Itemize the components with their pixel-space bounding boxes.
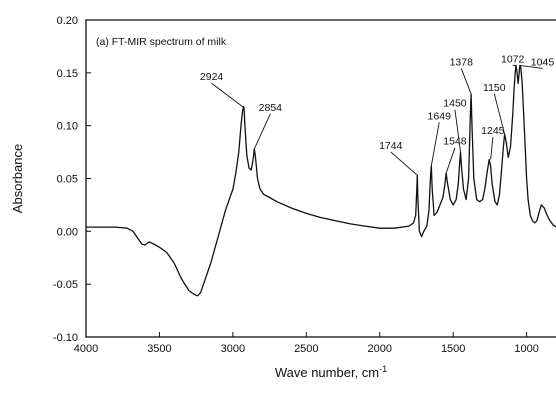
y-tick-label: 0.20 <box>57 15 78 27</box>
peak-label: 1245 <box>481 125 505 137</box>
chart-title: (a) FT-MIR spectrum of milk <box>96 36 227 48</box>
y-tick-label: 0.15 <box>57 68 78 80</box>
series-layer <box>86 64 556 297</box>
peak-leader-line <box>493 93 506 135</box>
x-tick-label: 3500 <box>147 343 171 355</box>
peak-label: 2854 <box>259 102 283 114</box>
peak-label: 1150 <box>483 82 506 94</box>
peak-label: 1649 <box>428 110 452 122</box>
peak-label: 1072 <box>501 53 525 65</box>
peak-leader-line <box>211 82 245 109</box>
y-tick-label: 0.10 <box>57 121 78 133</box>
peak-label: 2924 <box>200 71 224 83</box>
y-axis-ticks: -0.10 -0.05 0.00 0.05 0.10 0.15 0.20 <box>53 15 91 344</box>
peak-label: 1548 <box>443 136 467 148</box>
x-tick-label: 2000 <box>368 343 392 355</box>
peak-leader-line <box>253 113 271 150</box>
peak-label: 1378 <box>450 56 474 68</box>
x-tick-label: 1500 <box>441 343 465 355</box>
peak-leader-line <box>519 64 543 69</box>
peak-annotations: 2924 2854 1744 1649 1548 1450 1378 1245 1150 1072… <box>200 53 555 176</box>
peak-label: 1045 <box>531 56 555 68</box>
spectrum-line <box>86 64 556 297</box>
x-axis-ticks: 4000 3500 3000 2500 2000 1500 1000 <box>74 332 539 355</box>
x-axis-title-superscript: -1 <box>379 364 387 374</box>
plot-frame <box>85 19 556 338</box>
peak-leader-line <box>460 68 472 95</box>
y-tick-label: 0.05 <box>57 174 78 186</box>
peak-leader-line <box>390 151 418 176</box>
x-tick-label: 2500 <box>294 343 318 355</box>
peak-label: 1744 <box>379 140 403 152</box>
y-axis-title: Absorbance <box>10 144 25 213</box>
peak-leader-line <box>430 122 440 166</box>
y-tick-label: 0.00 <box>57 226 78 238</box>
x-tick-label: 3000 <box>221 343 245 355</box>
x-tick-label: 1000 <box>514 343 538 355</box>
peak-leader-line <box>445 147 456 174</box>
peak-leader-line <box>454 109 461 153</box>
x-axis-title-text: Wave number, cm <box>275 365 379 380</box>
y-tick-label: -0.05 <box>53 279 78 291</box>
peak-leader-line <box>490 137 494 160</box>
y-tick-label: -0.10 <box>53 332 78 344</box>
x-tick-label: 4000 <box>74 343 98 355</box>
peak-label: 1450 <box>443 98 467 110</box>
x-axis-title: Wave number, cm-1 <box>275 364 387 380</box>
